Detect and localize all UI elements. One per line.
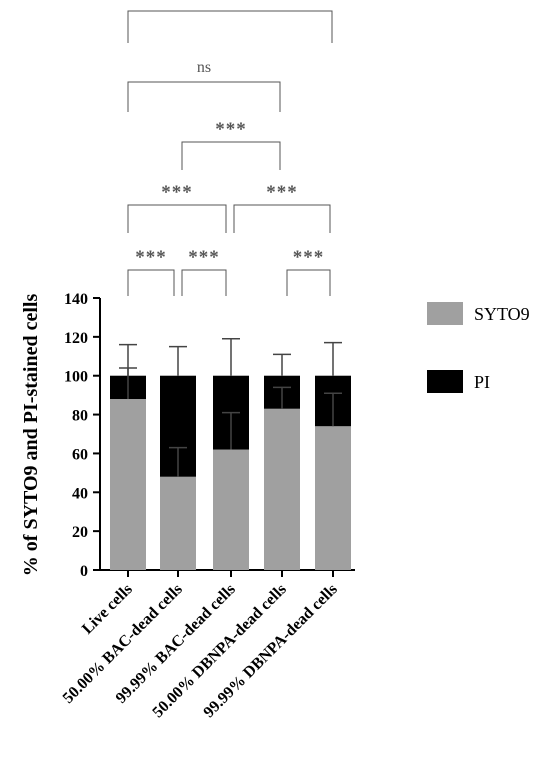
- significance-bracket: [233, 204, 331, 233]
- y-axis-label: % of SYTO9 and PI-stained cells: [20, 294, 42, 577]
- legend: SYTO9 PI: [427, 302, 530, 393]
- y-tick-label: 120: [64, 330, 88, 347]
- legend-label-syto9: SYTO9: [474, 304, 530, 324]
- significance-label: ***: [214, 0, 246, 9]
- bar-syto9: [213, 449, 249, 570]
- significance-bracket: [181, 141, 281, 170]
- significance-label: ***: [293, 247, 325, 268]
- significance-label: ***: [135, 247, 167, 268]
- legend-swatch-syto9: [427, 302, 463, 325]
- bar-syto9: [315, 426, 351, 570]
- y-tick-label: 40: [72, 485, 88, 502]
- y-tick-label: 80: [72, 408, 88, 425]
- significance-bracket: [127, 81, 281, 112]
- significance-label: ***: [188, 247, 220, 268]
- y-tick-label: 20: [72, 524, 88, 541]
- significance-brackets: *** *** *** *** *** *** ns ***: [127, 0, 333, 296]
- bar-syto9: [160, 476, 196, 570]
- significance-bracket: [127, 269, 175, 296]
- legend-swatch-pi: [427, 370, 463, 393]
- significance-bracket: [181, 269, 227, 296]
- bars: [110, 375, 351, 570]
- significance-bracket: [286, 269, 331, 296]
- bar-syto9: [264, 408, 300, 570]
- significance-bracket: [127, 10, 333, 43]
- significance-label: ***: [215, 119, 247, 140]
- error-bars: [119, 338, 342, 477]
- significance-bracket: [127, 204, 227, 233]
- y-tick-label: 100: [64, 369, 88, 386]
- significance-label: ***: [266, 182, 298, 203]
- y-tick-label: 60: [72, 446, 88, 463]
- significance-label: ns: [197, 59, 211, 76]
- y-tick-label: 140: [64, 291, 88, 308]
- axes: 0 20 40 60 80 100 120 140: [64, 291, 355, 580]
- y-tick-label: 0: [80, 563, 88, 580]
- bar-syto9: [110, 399, 146, 570]
- legend-label-pi: PI: [474, 372, 490, 392]
- significance-label: ***: [161, 182, 193, 203]
